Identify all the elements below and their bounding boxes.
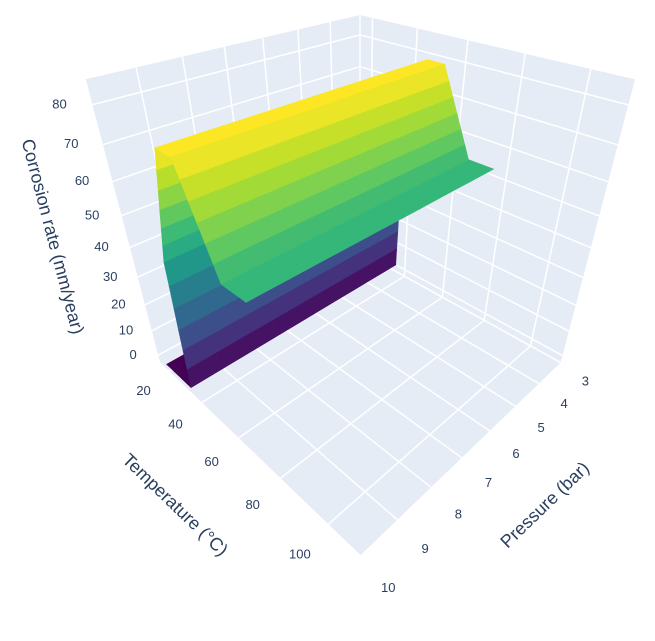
z-tick-label: 60 xyxy=(75,173,89,188)
grid-line xyxy=(101,65,361,146)
y-tick-label: 8 xyxy=(455,506,462,521)
z-tick-label: 20 xyxy=(111,297,125,312)
grid-line xyxy=(193,342,398,521)
surface-patch xyxy=(241,276,288,303)
y-axis-title: Pressure (bar) xyxy=(496,458,593,552)
y-tick-label: 4 xyxy=(560,396,567,411)
grid-line xyxy=(237,296,443,439)
y-tick-label: 10 xyxy=(381,580,395,595)
x-tick-label: 80 xyxy=(245,497,259,512)
grid-line xyxy=(483,53,526,321)
z-tick-label: 0 xyxy=(130,347,137,362)
grid-line xyxy=(359,34,629,106)
z-tick-label: 80 xyxy=(52,96,66,111)
z-axis-title: Corrosion rate (mm/year) xyxy=(18,137,88,337)
grid-line xyxy=(359,250,562,364)
x-tick-label: 100 xyxy=(289,546,311,561)
grid-line xyxy=(226,324,432,488)
grid-line xyxy=(336,263,540,385)
y-tick-label: 5 xyxy=(537,420,544,435)
grid-line xyxy=(311,277,516,407)
z-tick-label: 30 xyxy=(103,269,117,284)
z-tick-label: 40 xyxy=(94,239,108,254)
grid-line xyxy=(158,362,361,557)
grid-line xyxy=(285,292,491,432)
y-tick-label: 9 xyxy=(422,541,429,556)
grid-line xyxy=(200,275,405,404)
y-tick-label: 6 xyxy=(512,446,519,461)
x-tick-label: 60 xyxy=(204,454,218,469)
grid-line xyxy=(91,34,361,106)
x-tick-label: 40 xyxy=(168,416,182,431)
y-tick-label: 3 xyxy=(582,374,589,389)
surface-patch xyxy=(170,141,226,180)
grid-line xyxy=(84,79,161,363)
z-tick-label: 10 xyxy=(119,323,133,338)
z-tick-label: 70 xyxy=(64,136,78,151)
z-tick-label: 50 xyxy=(85,207,99,222)
grid-line xyxy=(256,307,463,459)
grid-line xyxy=(529,68,592,347)
grid-line xyxy=(327,345,531,526)
y-tick-label: 7 xyxy=(485,475,492,490)
x-tick-label: 20 xyxy=(136,383,150,398)
